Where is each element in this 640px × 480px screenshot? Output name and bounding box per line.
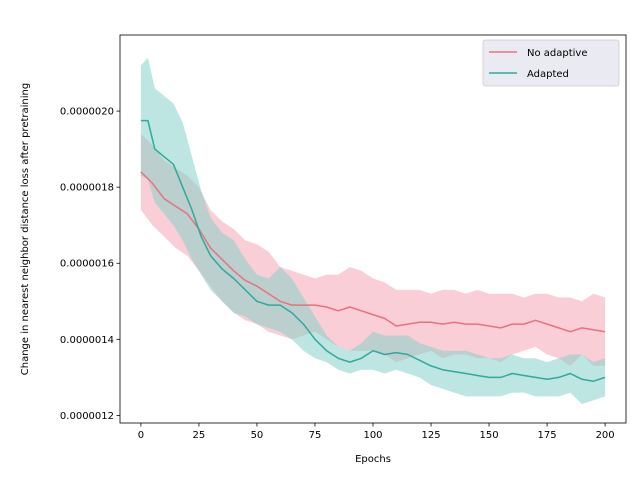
- x-tick-label: 0: [138, 430, 144, 441]
- x-axis: 0 25 50 75 100 125 150 175 200: [138, 423, 615, 441]
- line-series-1: [140, 119, 606, 382]
- y-tick-label: 0.0000016: [60, 259, 114, 270]
- band-series-1: [140, 57, 606, 405]
- y-axis-label: Change in nearest neighbor distance loss…: [20, 83, 31, 375]
- x-tick-label: 75: [309, 430, 322, 441]
- y-axis: 0.0000012 0.0000014 0.0000016 0.0000018 0.00…: [60, 107, 120, 422]
- y-tick-label: 0.0000014: [60, 335, 114, 346]
- x-tick-label: 200: [596, 430, 615, 441]
- confidence-bands: [140, 57, 606, 405]
- y-tick-label: 0.0000018: [60, 183, 114, 194]
- x-tick-label: 100: [363, 430, 382, 441]
- legend-label: No adaptive: [527, 48, 588, 59]
- x-tick-label: 150: [480, 430, 499, 441]
- series-lines: [140, 119, 606, 382]
- y-tick-label: 0.0000020: [60, 107, 114, 118]
- y-tick-label: 0.0000012: [60, 411, 114, 422]
- legend-label: Adapted: [527, 69, 569, 80]
- x-tick-label: 25: [193, 430, 206, 441]
- x-tick-label: 175: [538, 430, 557, 441]
- x-tick-label: 125: [421, 430, 440, 441]
- legend: No adaptive Adapted: [482, 39, 620, 87]
- x-axis-label: Epochs: [355, 454, 391, 465]
- x-tick-label: 50: [251, 430, 264, 441]
- line-series-0: [140, 171, 606, 333]
